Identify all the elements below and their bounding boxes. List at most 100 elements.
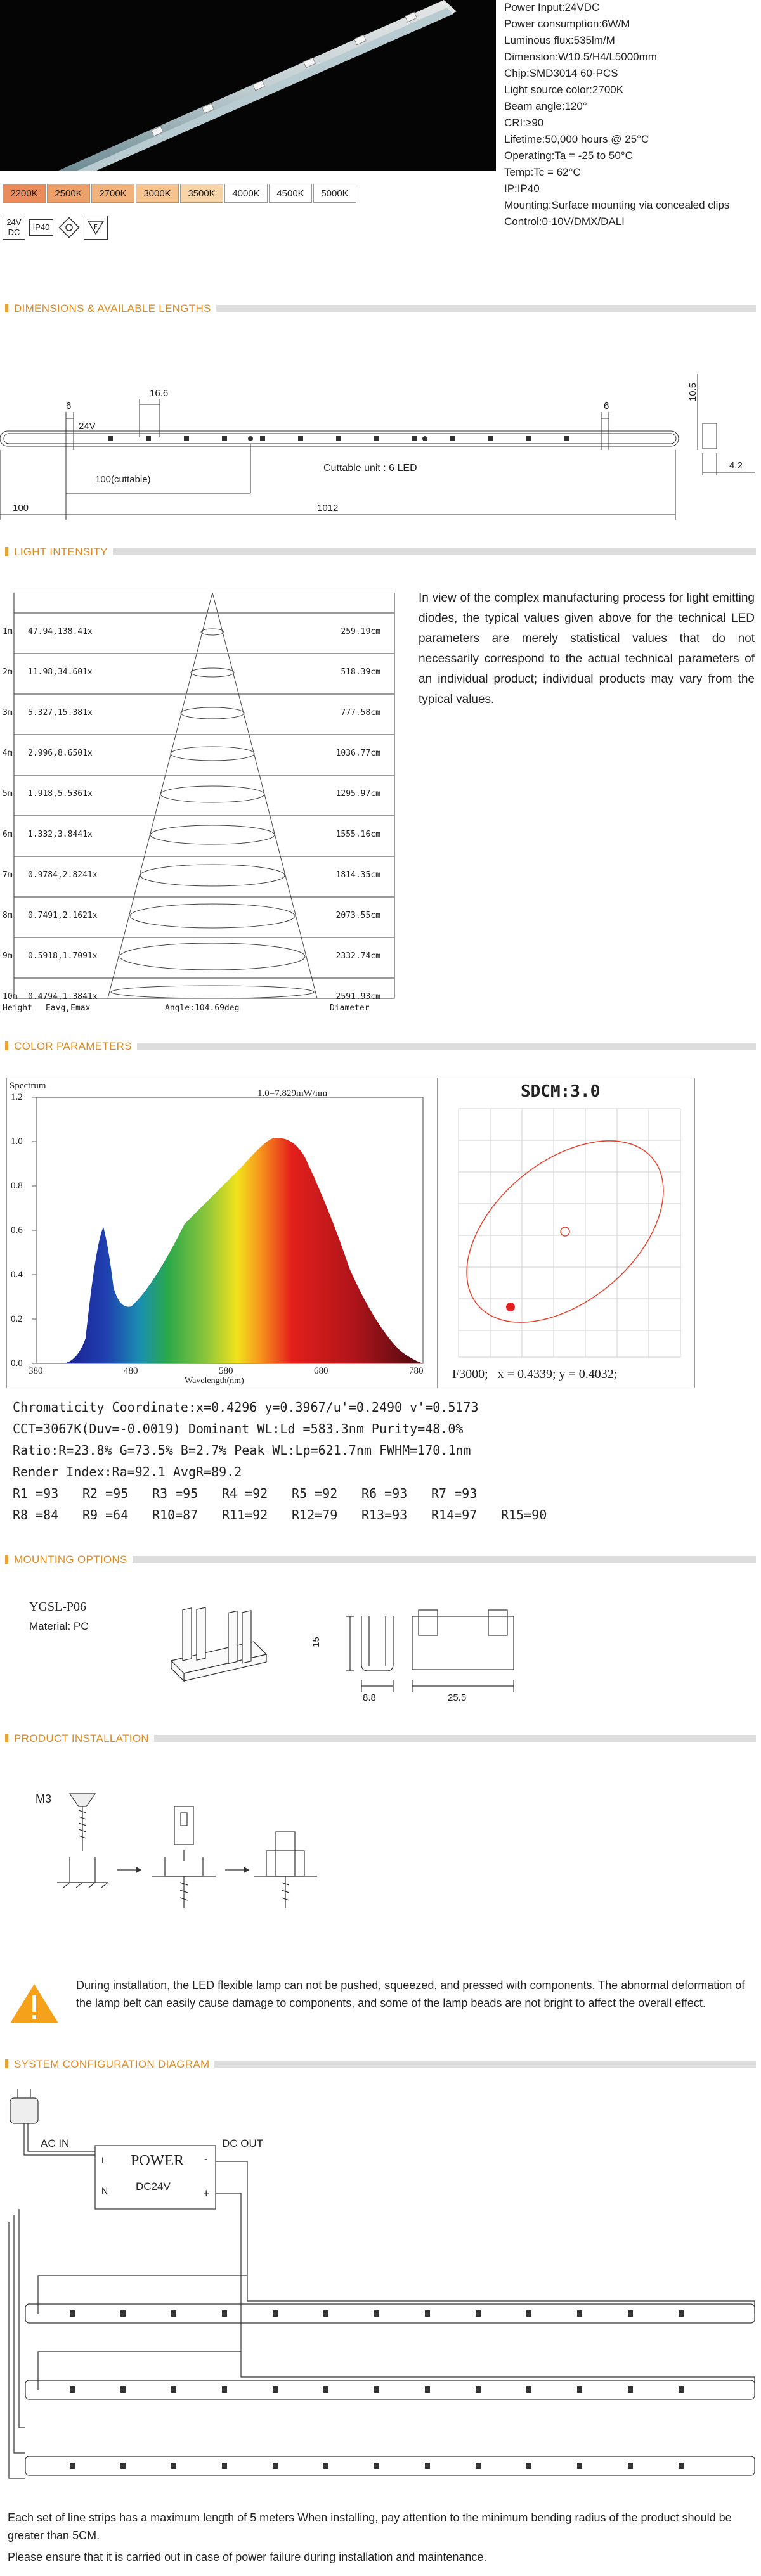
section-title: LIGHT INTENSITY [14,546,113,558]
spectrum-y-tick: 0.6 [11,1225,23,1235]
spectrum-y-tick: 1.2 [11,1092,23,1102]
color-temp-swatch: 2200K [3,184,46,203]
spec-item: Light source color:2700K [504,84,624,96]
render-index-value: R15=90 [501,1507,547,1523]
render-index-value: R2 =95 [82,1486,129,1501]
system-dc24v: DC24V [136,2180,171,2193]
spec-item: IP:IP40 [504,183,540,195]
render-index-value: R7 =93 [431,1486,478,1501]
spectrum-title: Spectrum [10,1081,46,1091]
chromaticity-line: CCT=3067K(Duv=-0.0019) Dominant WL:Ld =5… [13,1421,464,1436]
triangle-cert-icon: F [84,216,108,240]
render-index-value: R14=97 [431,1507,478,1523]
spectrum-note: 1.0=7.829mW/nm [257,1088,328,1098]
section-mounting: MOUNTING OPTIONS [5,1554,756,1566]
voltage-label: 24V [6,217,22,227]
render-index-value: R6 =93 [361,1486,408,1501]
li-diameter: 518.39cm [341,667,380,677]
system-ac-in: AC IN [41,2137,70,2149]
li-footer-diameter: Diameter [330,1003,370,1013]
dim-cuttable-unit: Cuttable unit : 6 LED [323,463,417,473]
voltage-badge: 24V DC [3,216,25,240]
spectrum-y-tick: 1.0 [11,1137,23,1147]
dimension-drawing: 16.6 6 6 24V 10.5 4.2 100(cuttable) Cutt… [0,355,761,520]
render-index-value: R12=79 [292,1507,338,1523]
spec-item: Lifetime:50,000 hours @ 25°C [504,133,649,145]
warning-icon [9,1981,60,2026]
spec-item: Chip:SMD3014 60-PCS [504,67,618,79]
mounting-model: YGSL-P06 [29,1600,87,1614]
color-temp-swatch: 3000K [136,184,179,203]
spectrum-x-tick: 480 [124,1366,138,1376]
ip-label: IP40 [32,222,50,232]
li-height: 10m [3,992,18,1001]
li-footer-eavg: Eavg,Emax [46,1003,91,1013]
li-diameter: 777.58cm [341,708,380,718]
dim-10-5: 10.5 [687,382,699,402]
mounting-material: Material: PC [29,1620,89,1632]
spectrum-y-tick: 0.4 [11,1270,23,1280]
spec-item: Power Input:24VDC [504,1,600,13]
install-screw-label: M3 [36,1793,52,1805]
li-footer-angle: Angle:104.69deg [165,1003,240,1013]
product-photo [0,0,496,171]
mounting-dim-15: 15 [310,1637,322,1647]
spectrum-x-tick: 680 [314,1366,328,1376]
color-temp-swatch: 4000K [224,184,268,203]
section-title: PRODUCT INSTALLATION [14,1732,154,1745]
li-height: 7m [3,870,13,880]
section-title: COLOR PARAMETERS [14,1040,137,1053]
chromaticity-line: Render Index:Ra=92.1 AvgR=89.2 [13,1464,242,1479]
render-index-value: R10=87 [152,1507,198,1523]
li-eavg-emax: 0.9784,2.8241x [28,870,98,880]
mounting-clip-drawing: 15 8.8 25.5 [152,1591,723,1705]
li-height: 3m [3,708,13,718]
section-light-intensity: LIGHT INTENSITY [5,546,756,558]
dim-6-left: 6 [66,401,72,411]
render-index-value: R13=93 [361,1507,408,1523]
spec-item: Control:0-10V/DMX/DALI [504,216,625,228]
voltage-sub-label: DC [8,228,20,237]
dim-4-2: 4.2 [729,460,743,471]
li-diameter: 2332.74cm [335,951,380,961]
section-title: MOUNTING OPTIONS [14,1554,133,1566]
light-intensity-note: In view of the complex manufacturing pro… [419,591,755,706]
dim-100: 100 [13,503,29,513]
ip-badge: IP40 [29,219,53,236]
color-temp-swatch: 3500K [180,184,223,203]
dim-cuttable: 100(cuttable) [95,474,151,485]
system-n: N [101,2186,108,2196]
install-warning: During installation, the LED flexible la… [76,1979,745,2009]
color-temp-swatch: 4500K [269,184,312,203]
li-height: 1m [3,627,13,636]
dim-6-right: 6 [604,401,609,411]
li-eavg-emax: 0.4794,1.3841x [28,992,98,1001]
mounting-dim-8-8: 8.8 [363,1692,376,1703]
li-diameter: 259.19cm [341,627,380,636]
li-diameter: 1555.16cm [335,830,380,839]
spectrum-x-tick: 780 [409,1366,424,1376]
chromaticity-line: Ratio:R=23.8% G=73.5% B=2.7% Peak WL:Lp=… [13,1443,471,1458]
spectrum-y-tick: 0.8 [11,1181,23,1191]
system-note-2: Please ensure that it is carried out in … [8,2551,487,2563]
section-dimensions: DIMENSIONS & AVAILABLE LENGTHS [5,302,756,315]
system-l: L [101,2155,107,2165]
sdcm-title: SDCM:3.0 [521,1082,601,1101]
li-eavg-emax: 2.996,8.6501x [28,749,93,758]
li-eavg-emax: 1.918,5.5361x [28,789,93,799]
render-index-value: R5 =92 [292,1486,338,1501]
sdcm-footer: F3000; x = 0.4339; y = 0.4032; [452,1367,618,1381]
li-eavg-emax: 11.98,34.601x [28,667,93,677]
spec-item: Power consumption:6W/M [504,18,630,30]
li-diameter: 1036.77cm [335,749,380,758]
light-intensity-table: 1m 47.94,138.41x 259.19cm 2m 11.98,34.601x 51… [0,593,406,1024]
spectrum-x-tick: 580 [219,1366,233,1376]
render-index-value: R1 =93 [13,1486,59,1501]
install-steps-drawing [51,1787,355,1914]
spec-item: Luminous flux:535lm/M [504,34,615,46]
system-minus: - [204,2154,208,2165]
system-power: POWER [131,2153,184,2169]
li-footer-height: Height [3,1003,32,1013]
system-plus: + [203,2187,210,2199]
svg-text:F: F [94,224,98,231]
